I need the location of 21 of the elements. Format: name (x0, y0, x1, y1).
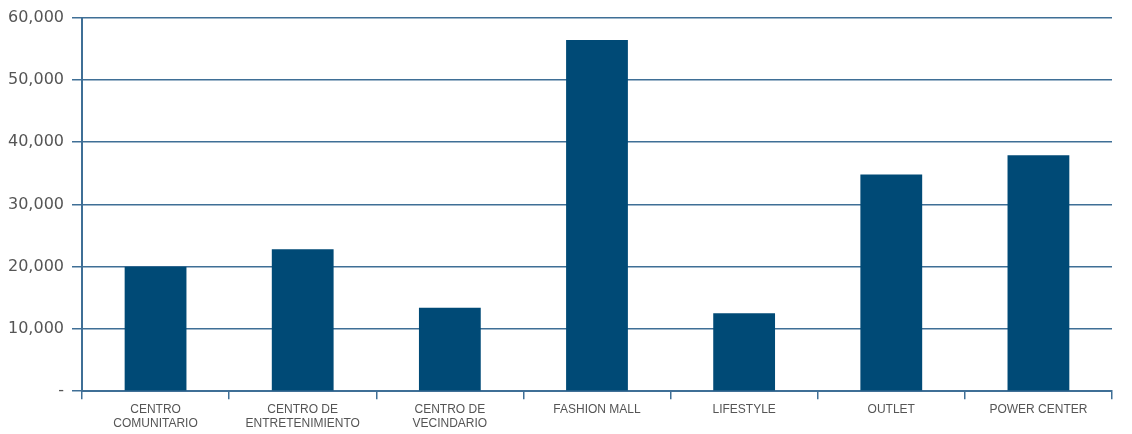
y-tick-label: 20,000 (8, 255, 64, 275)
x-tick-label: CENTRO COMUNITARIO (113, 401, 198, 431)
y-tick-label: 40,000 (8, 131, 64, 151)
x-tick-label: OUTLET (867, 401, 916, 416)
x-tick-label: FASHION MALL (553, 401, 641, 416)
x-tick-label: CENTRO DE VECINDARIO (412, 401, 488, 431)
y-tick-label: 30,000 (8, 193, 64, 213)
bar (713, 313, 776, 391)
y-tick-label: 50,000 (8, 69, 64, 89)
x-tick-label: POWER CENTER (989, 401, 1088, 416)
x-tick-label: LIFESTYLE (712, 401, 776, 416)
bar (860, 174, 923, 391)
y-tick-label: - (58, 380, 64, 400)
bar (271, 249, 334, 391)
x-tick-label: CENTRO DE ENTRETENIMIENTO (245, 401, 360, 431)
bar (124, 266, 187, 391)
bar (418, 307, 481, 391)
bar (1007, 155, 1070, 391)
bar (566, 40, 628, 391)
y-tick-label: 60,000 (8, 6, 64, 26)
y-tick-label: 10,000 (8, 318, 64, 338)
